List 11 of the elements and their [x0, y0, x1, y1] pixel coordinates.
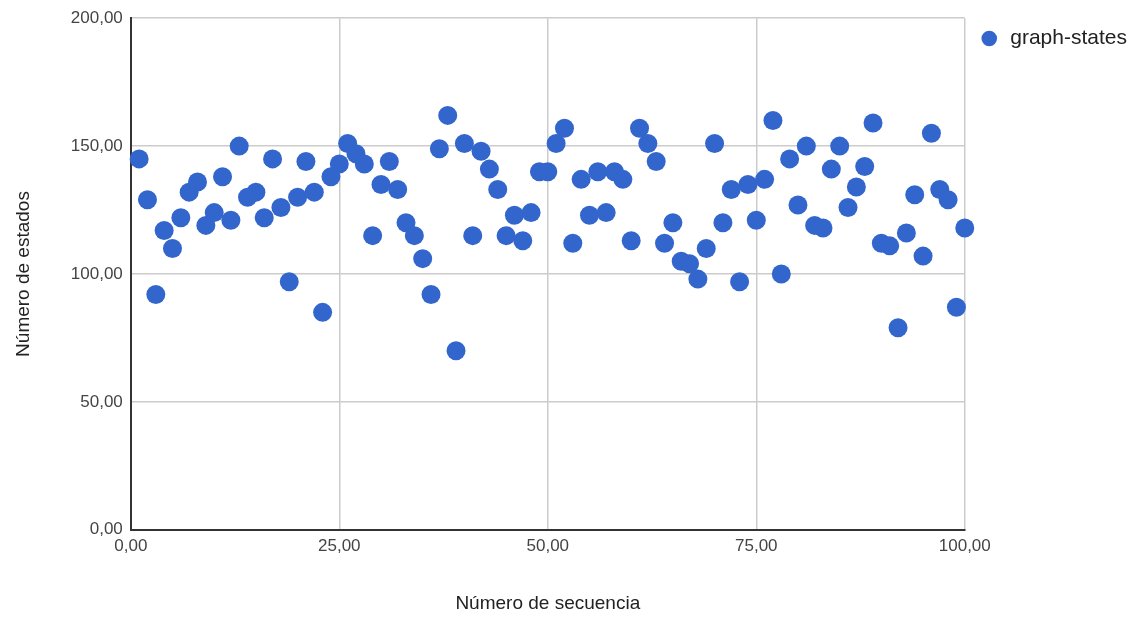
x-tick-label: 100,00 [938, 535, 991, 555]
legend-label: graph-states [1010, 25, 1127, 49]
y-tick-label: 50,00 [80, 391, 123, 411]
y-axis-title: Número de estados [11, 191, 33, 357]
x-tick-label: 75,00 [735, 535, 778, 555]
y-tick-label: 200,00 [70, 7, 123, 27]
y-tick-label: 100,00 [70, 263, 123, 283]
x-axis-title: Número de secuencia [455, 591, 641, 613]
x-tick-label: 50,00 [526, 535, 570, 555]
x-tick-label: 25,00 [318, 535, 361, 555]
y-tick-label: 150,00 [70, 135, 123, 155]
